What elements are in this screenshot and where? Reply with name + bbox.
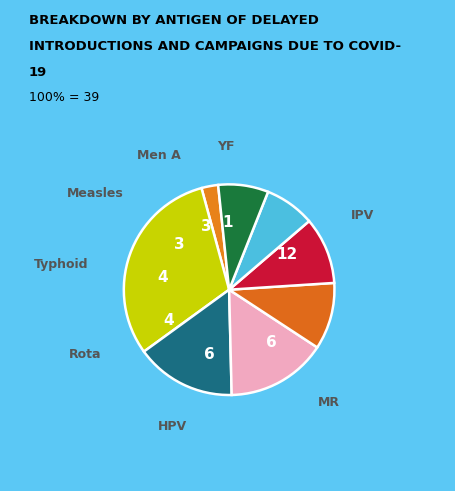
- Wedge shape: [217, 185, 268, 290]
- Wedge shape: [228, 290, 317, 395]
- Text: Measles: Measles: [66, 187, 123, 199]
- Text: 3: 3: [174, 237, 184, 251]
- Text: 4: 4: [163, 313, 174, 327]
- Wedge shape: [228, 283, 334, 348]
- Text: 1: 1: [222, 215, 232, 230]
- Wedge shape: [201, 185, 228, 290]
- Text: 4: 4: [157, 270, 167, 285]
- Text: MR: MR: [317, 395, 339, 409]
- Text: 3: 3: [201, 218, 211, 234]
- Text: 100% = 39: 100% = 39: [29, 91, 99, 104]
- Text: HPV: HPV: [157, 420, 187, 433]
- Wedge shape: [228, 221, 334, 290]
- Text: BREAKDOWN BY ANTIGEN OF DELAYED: BREAKDOWN BY ANTIGEN OF DELAYED: [29, 14, 318, 27]
- Text: 6: 6: [265, 335, 276, 350]
- Wedge shape: [124, 188, 228, 352]
- Text: Men A: Men A: [136, 149, 180, 162]
- Text: 6: 6: [203, 347, 214, 362]
- Wedge shape: [144, 290, 231, 395]
- Text: IPV: IPV: [350, 209, 374, 221]
- Text: 19: 19: [29, 66, 47, 79]
- Text: Rota: Rota: [69, 348, 101, 361]
- Text: YF: YF: [217, 140, 234, 153]
- Text: INTRODUCTIONS AND CAMPAIGNS DUE TO COVID-: INTRODUCTIONS AND CAMPAIGNS DUE TO COVID…: [29, 40, 400, 53]
- Wedge shape: [228, 192, 308, 290]
- Text: 12: 12: [276, 247, 297, 262]
- Text: Typhoid: Typhoid: [34, 258, 88, 271]
